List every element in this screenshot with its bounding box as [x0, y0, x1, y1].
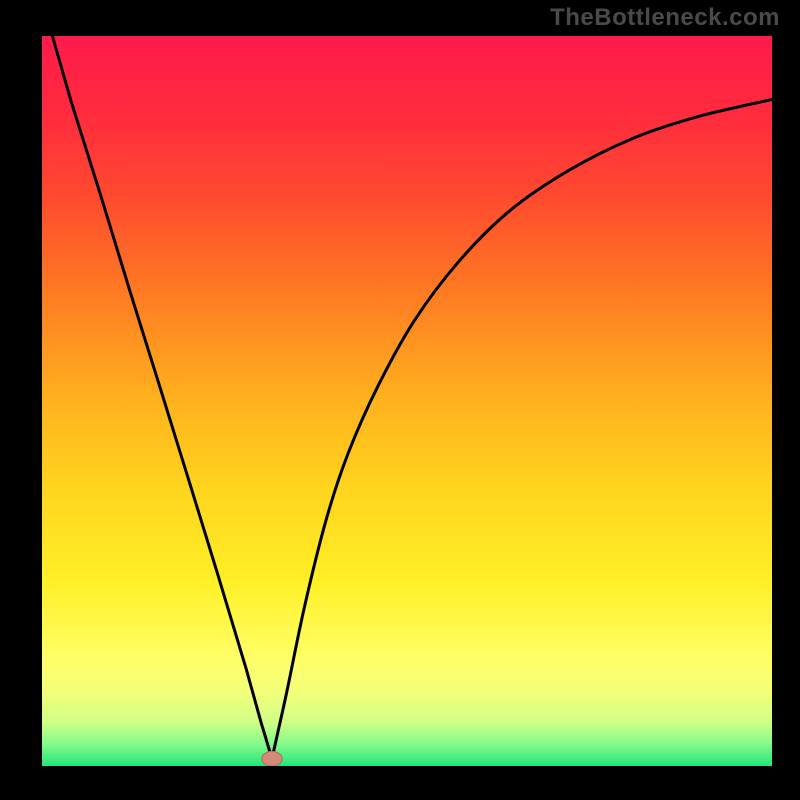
watermark-text: TheBottleneck.com	[550, 4, 780, 32]
chart-frame: TheBottleneck.com	[0, 0, 800, 800]
chart-plot-area	[42, 36, 772, 766]
chart-background-gradient	[42, 36, 772, 766]
minimum-marker	[262, 751, 282, 766]
chart-svg	[42, 36, 772, 766]
